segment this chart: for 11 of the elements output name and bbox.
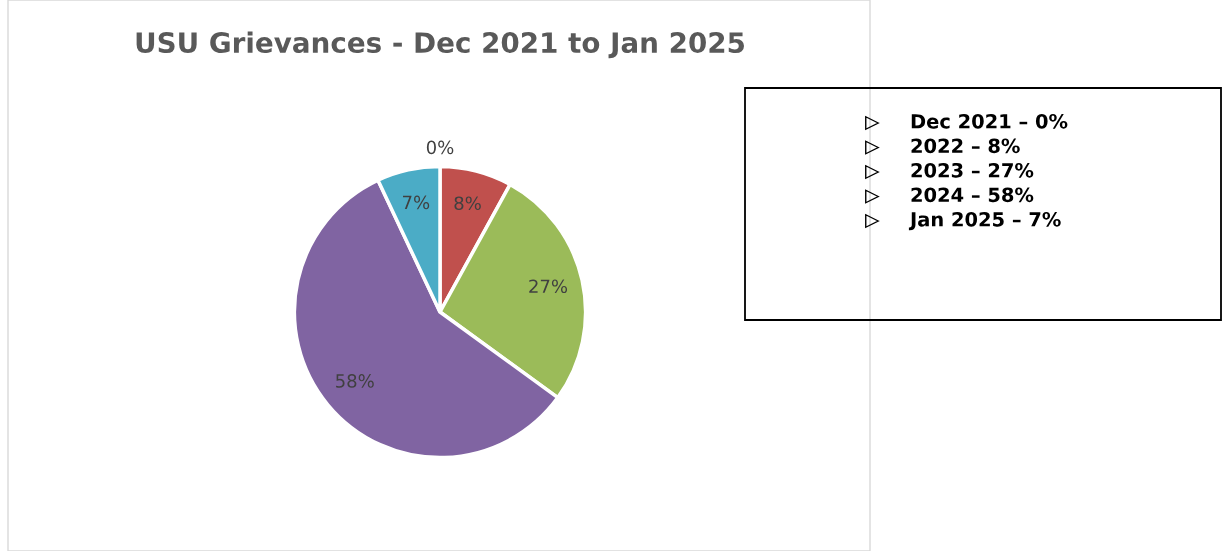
text: 2022 – 8% bbox=[911, 138, 1020, 154]
text: 2024 – 58% bbox=[911, 187, 1034, 203]
text: 0% bbox=[426, 140, 454, 155]
text: Jan 2025 – 7% bbox=[908, 211, 1061, 231]
chart-title: USU Grievances - Dec 2021 to Jan 2025 bbox=[136, 31, 744, 59]
data-label: 7% bbox=[403, 195, 430, 210]
text: Dec 2021 – 0% bbox=[911, 113, 1068, 129]
text: 2023 – 27% bbox=[911, 162, 1034, 178]
data-label: 8% bbox=[454, 196, 481, 211]
data-label: 27% bbox=[529, 279, 568, 294]
data-label: 58% bbox=[336, 374, 374, 388]
